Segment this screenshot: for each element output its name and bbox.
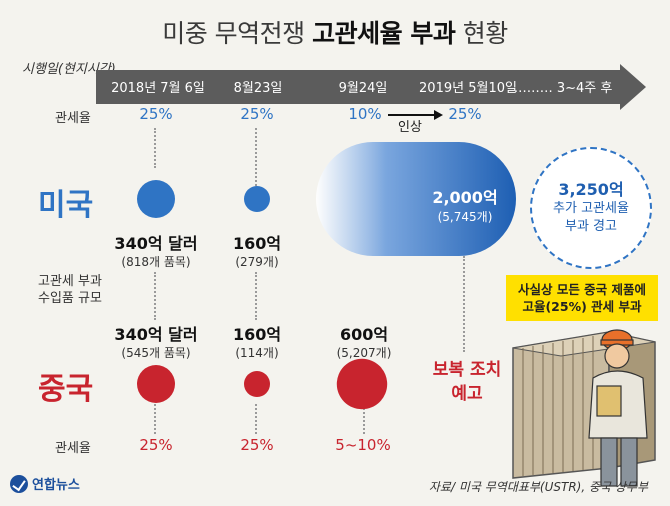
title-bold: 고관세율 부과 <box>312 19 456 48</box>
connector-line <box>255 128 257 186</box>
scale-label-line1: 고관세 부과 <box>38 274 102 289</box>
raise-arrow-icon <box>388 110 443 120</box>
us-value-2: 160억 <box>232 234 282 253</box>
us-rate-label: 관세율 <box>55 111 91 126</box>
logo: 연합뉴스 <box>10 474 80 493</box>
us-rate-3: 10% <box>348 105 382 123</box>
us-items-1: (818개 품목) <box>121 255 191 269</box>
timeline-date-2: 8월23일 <box>233 81 283 96</box>
cn-items-2: (114개) <box>235 346 279 360</box>
note-box: 사실상 모든 중국 제품에 고율(25%) 관세 부과 <box>506 275 658 321</box>
retaliation-note: 보복 조치 예고 <box>422 358 512 406</box>
cn-items-1: (545개 품목) <box>121 346 191 360</box>
cn-value-3: 600억 <box>339 325 389 344</box>
us-items-3: (5,745개) <box>437 210 493 224</box>
raise-label: 인상 <box>398 120 422 135</box>
cn-rate-1: 25% <box>139 436 173 454</box>
note-line1: 사실상 모든 중국 제품에 <box>517 282 647 297</box>
us-bubble-3 <box>316 142 516 256</box>
country-us: 미국 <box>38 188 94 223</box>
title-light: 미중 무역전쟁 <box>162 19 305 48</box>
scale-label-line2: 수입품 규모 <box>38 291 102 306</box>
source-note: 자료/ 미국 무역대표부(USTR), 중국 상무부 <box>428 480 648 494</box>
connector-line <box>154 128 156 168</box>
cn-bubble-3 <box>336 358 388 410</box>
connector-line <box>255 404 257 434</box>
warning-circle: 3,250억 추가 고관세율 부과 경고 <box>530 147 652 269</box>
us-items-2: (279개) <box>235 255 279 269</box>
scale-label: 고관세 부과 수입품 규모 <box>38 273 102 307</box>
country-cn: 중국 <box>38 372 94 407</box>
connector-line <box>154 404 156 434</box>
us-value-1: 340억 달러 <box>114 234 198 253</box>
cn-value-1: 340억 달러 <box>114 325 198 344</box>
cn-bubble-1 <box>137 365 175 403</box>
timeline-date-1: 2018년 7월 6일 <box>111 81 205 96</box>
retaliation-line2: 예고 <box>451 384 483 404</box>
logo-text: 연합뉴스 <box>32 478 80 493</box>
cn-bubble-2 <box>244 371 270 397</box>
timeline-date-3: 9월24일 <box>338 81 388 96</box>
us-rate-1: 25% <box>139 105 173 123</box>
us-bubble-1 <box>137 180 175 218</box>
note-line2: 고율(25%) 관세 부과 <box>522 299 642 314</box>
page-title: 미중 무역전쟁 고관세율 부과 현황 <box>0 14 670 50</box>
connector-line <box>463 256 465 352</box>
us-rate-2: 25% <box>240 105 274 123</box>
us-value-3: 2,000억 <box>432 188 498 207</box>
timeline-date-4: 2019년 5월10일 <box>419 81 517 96</box>
cn-rate-label: 관세율 <box>55 441 91 456</box>
connector-line <box>154 272 156 320</box>
timeline-arrow <box>96 64 646 110</box>
logo-icon <box>10 474 28 493</box>
cn-value-2: 160억 <box>232 325 282 344</box>
worker <box>588 329 648 487</box>
warning-line3: 부과 경고 <box>565 219 617 234</box>
warning-line2: 추가 고관세율 <box>553 201 629 216</box>
connector-line <box>255 272 257 320</box>
timeline-date-5: ……… 3~4주 후 <box>513 81 613 96</box>
cn-rate-3: 5~10% <box>335 436 391 454</box>
retaliation-line1: 보복 조치 <box>432 360 502 380</box>
cn-rate-2: 25% <box>240 436 274 454</box>
axis-label: 시행일(현지시간) <box>22 62 116 77</box>
warning-amount: 3,250억 <box>558 180 624 199</box>
title-tail: 현황 <box>462 19 509 48</box>
us-rate-4: 25% <box>448 105 482 123</box>
container-worker-illustration <box>512 329 656 487</box>
cn-items-3: (5,207개) <box>336 346 392 360</box>
us-bubble-2 <box>244 186 270 212</box>
connector-line <box>363 404 365 434</box>
